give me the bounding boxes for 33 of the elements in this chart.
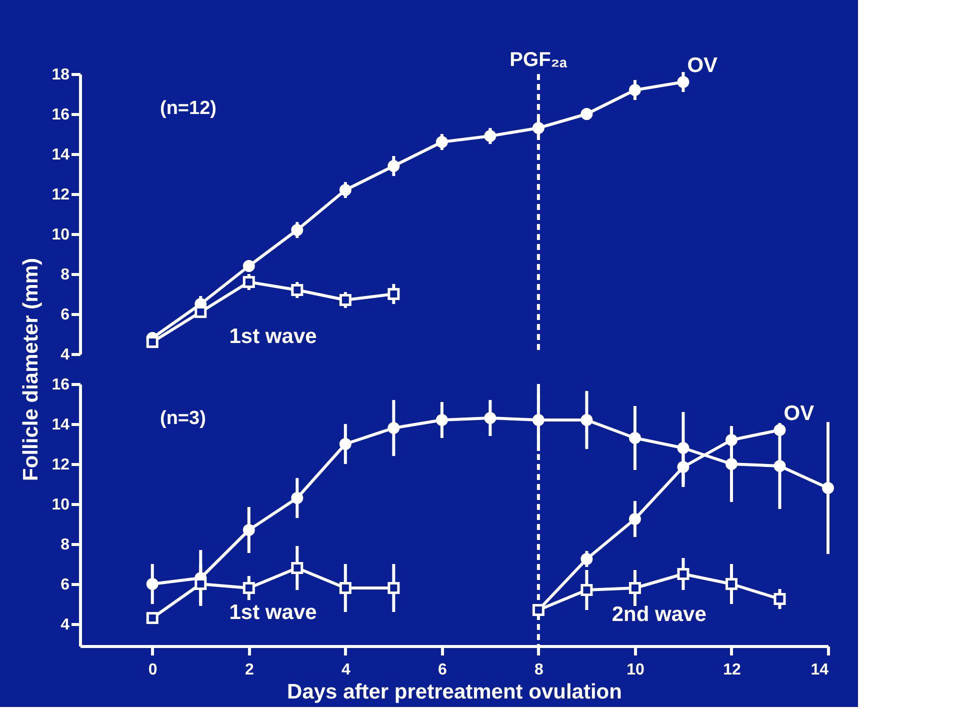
y-tick-label: 8	[60, 536, 70, 554]
y-tick-label: 14	[52, 416, 70, 434]
y-tick-label: 10	[52, 496, 70, 514]
x-tick-label: 14	[810, 662, 829, 678]
y-tick-label: 18	[52, 66, 70, 84]
y-tick-label: 8	[60, 266, 70, 284]
series-label: 1st wave	[229, 601, 317, 624]
y-axis-title: Follicle diameter (mm)	[20, 258, 43, 481]
x-tick-label: 10	[626, 662, 644, 678]
y-tick-label: 4	[60, 346, 70, 364]
annotation: OV	[784, 402, 814, 425]
series-label: 2nd wave	[612, 603, 706, 626]
ref-line-label: PGF₂ₐ	[510, 49, 568, 71]
x-tick-label: 6	[438, 662, 447, 678]
y-tick-label: 16	[52, 106, 70, 124]
annotation: (n=3)	[160, 408, 206, 429]
x-tick-label: 0	[148, 662, 158, 678]
x-tick-label: 4	[341, 662, 350, 678]
y-tick-label: 12	[52, 456, 70, 474]
x-axis-title: Days after pretreatment ovulation	[287, 680, 622, 704]
y-tick-label: 10	[52, 226, 70, 244]
series-label: 1st wave	[229, 325, 317, 348]
x-tick-label: 8	[534, 662, 544, 678]
x-tick-label: 2	[244, 662, 254, 678]
y-tick-label: 16	[52, 376, 70, 394]
y-tick-label: 4	[60, 616, 70, 634]
annotation: (n=12)	[160, 98, 216, 119]
y-tick-label: 6	[60, 576, 70, 594]
x-tick-label: 12	[723, 662, 741, 678]
y-tick-label: 14	[52, 146, 70, 164]
y-tick-label: 12	[52, 186, 70, 204]
annotation: OV	[687, 54, 718, 77]
y-tick-label: 6	[60, 306, 70, 324]
